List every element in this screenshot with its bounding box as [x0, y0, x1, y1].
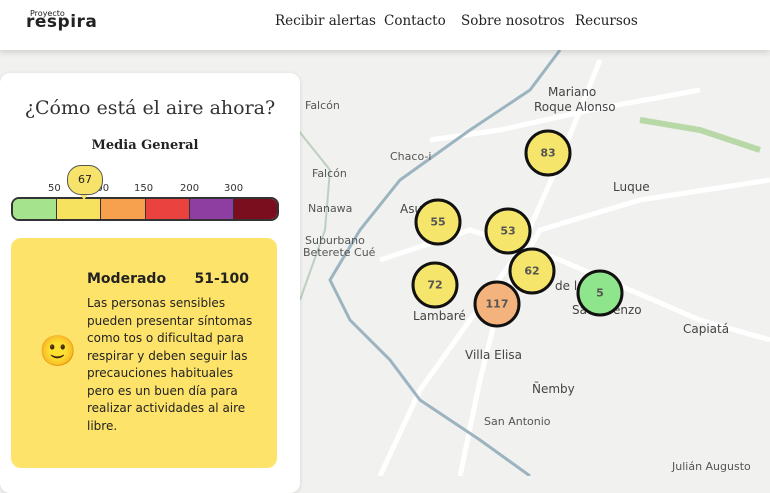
- place-label: Julián Augusto: [671, 460, 751, 473]
- indicator: 67: [67, 165, 103, 195]
- aqi-scale: [11, 197, 279, 221]
- place-label: Nanawa: [308, 202, 352, 215]
- place-label: Villa Elisa: [465, 348, 522, 362]
- place-label: Suburbano: [305, 234, 365, 247]
- place-label: Lambaré: [413, 309, 466, 323]
- marker-value: 5: [596, 287, 604, 300]
- place-label: enzo: [613, 303, 642, 317]
- logo[interactable]: respira: [26, 12, 98, 32]
- place-label: Capiatá: [683, 322, 729, 336]
- scale-label: 50: [48, 183, 61, 194]
- logo-small: Proyecto: [30, 9, 65, 18]
- level-description: Las personas sensibles pueden presentar …: [87, 296, 253, 433]
- nav-link[interactable]: Recursos: [575, 13, 638, 29]
- map: Mariano Roque Alonso Falcón Chaco-i Falc…: [289, 49, 770, 476]
- scale-label: 300: [224, 183, 244, 194]
- river: [328, 49, 562, 476]
- scale-label: 200: [180, 183, 200, 194]
- aqi-marker[interactable]: 117: [473, 280, 521, 328]
- aqi-marker[interactable]: 83: [524, 129, 572, 177]
- place-label: Chaco-i: [390, 150, 431, 163]
- nav-link[interactable]: Sobre nosotros: [461, 13, 565, 29]
- aqi-marker[interactable]: 55: [414, 198, 462, 246]
- panel-subtitle: Media General: [91, 138, 199, 153]
- marker-value: 117: [486, 298, 509, 311]
- aqi-marker[interactable]: 5: [576, 269, 624, 317]
- marker-value: 83: [540, 147, 555, 160]
- marker-value: 55: [430, 216, 445, 229]
- place-label: Mariano: [548, 85, 596, 99]
- aqi-marker[interactable]: 72: [411, 261, 459, 309]
- nav-link[interactable]: Contacto: [384, 13, 446, 29]
- indicator-tip: [77, 190, 91, 200]
- place-label: San Antonio: [484, 415, 551, 428]
- marker-value: 62: [524, 265, 539, 278]
- river-branch: [289, 119, 332, 301]
- header: Proyecto respira Recibir alertas Contact…: [0, 0, 770, 50]
- panel-title: ¿Cómo está el aire ahora?: [24, 97, 276, 119]
- level-card: 🙂 Moderado 51-100 Las personas sensibles…: [11, 238, 277, 468]
- level-emoji: 🙂: [39, 334, 77, 369]
- marker-value: 72: [427, 279, 442, 292]
- park: [639, 117, 761, 153]
- place-label: Falcón: [305, 99, 340, 112]
- place-label: Beterete Cué: [303, 246, 376, 259]
- level-name: Moderado: [87, 271, 167, 287]
- marker-value: 53: [500, 225, 515, 238]
- place-label: Luque: [613, 180, 650, 194]
- aqi-marker[interactable]: 62: [508, 247, 556, 295]
- place-label: Roque Alonso: [534, 100, 616, 114]
- place-label: Ñemby: [532, 381, 575, 396]
- aqi-marker[interactable]: 53: [484, 207, 532, 255]
- air-panel: ¿Cómo está el aire ahora? Media General …: [0, 73, 300, 493]
- scale-label: 150: [134, 183, 154, 194]
- nav-link[interactable]: Recibir alertas: [275, 13, 376, 29]
- level-range: 51-100: [194, 271, 249, 287]
- place-label: Falcón: [312, 167, 347, 180]
